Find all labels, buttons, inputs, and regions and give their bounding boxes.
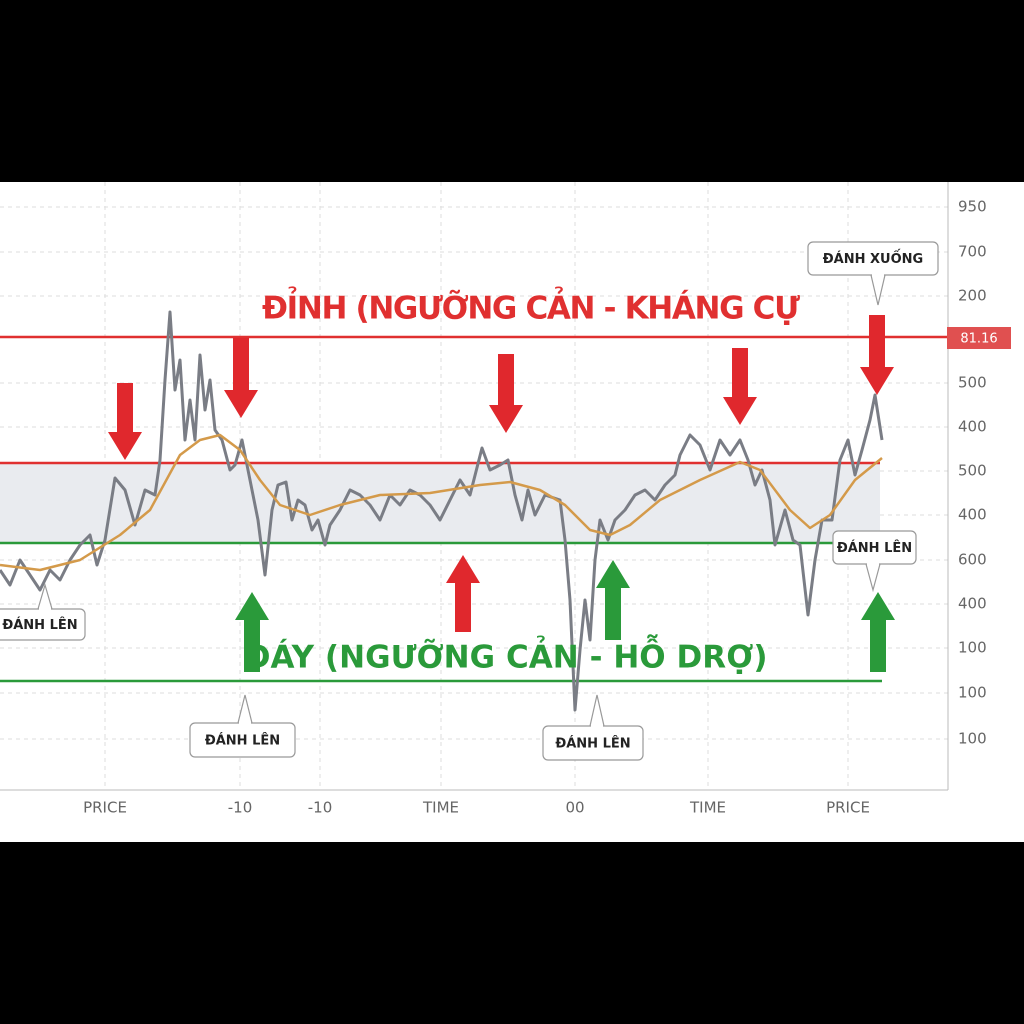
price-tag-label: 81.16 <box>960 332 997 347</box>
x-tick-label: -10 <box>308 799 333 817</box>
callout-gap <box>867 562 879 565</box>
callout-label: ĐÁNH XUỐNG <box>823 249 923 267</box>
y-tick-label: 400 <box>958 418 987 436</box>
range-band <box>0 463 880 543</box>
moving-average <box>0 433 883 572</box>
callout-label: ĐÁNH LÊN <box>837 540 912 556</box>
y-tick-label: 400 <box>958 506 987 524</box>
x-tick-label: -10 <box>228 799 253 817</box>
signal-arrow <box>596 560 630 640</box>
price-tag <box>947 327 1011 349</box>
callout-gap <box>39 608 51 611</box>
signal-arrow <box>446 555 480 632</box>
signal-arrow <box>108 383 142 460</box>
callout-gap <box>239 722 251 725</box>
callout-pointer <box>865 563 881 593</box>
y-tick-label: 600 <box>958 551 987 569</box>
y-tick-label: 700 <box>958 243 987 261</box>
callout-pointer <box>589 694 605 727</box>
y-tick-label: 100 <box>958 730 987 748</box>
callout-label: ĐÁNH LÊN <box>205 733 280 749</box>
callouts: ĐÁNH XUỐNG ĐÁNH LÊN ĐÁNH LÊN ĐÁNH LÊN ĐÁNH L… <box>0 241 939 761</box>
x-tick-label: 00 <box>565 799 584 817</box>
y-tick-label: 400 <box>958 595 987 613</box>
y-tick-label: 950 <box>958 198 987 216</box>
callout-pointer <box>37 582 53 610</box>
signal-arrow <box>235 592 269 672</box>
y-tick-label: 500 <box>958 374 987 392</box>
y-tick-label: 100 <box>958 639 987 657</box>
callout-label: ĐÁNH LÊN <box>2 617 77 633</box>
callout-gap <box>591 725 603 728</box>
axis-labels: 950 700 200 500 400 500 400 600 400 100 100 100 PRIC… <box>83 198 987 817</box>
callout-label: ĐÁNH LÊN <box>555 736 630 752</box>
price-line <box>0 310 884 712</box>
x-tick-label: TIME <box>422 799 459 817</box>
x-tick-label: PRICE <box>826 799 870 817</box>
arrows <box>108 315 895 672</box>
signal-arrow <box>723 348 757 425</box>
signal-arrow <box>224 338 258 418</box>
callout-pointer <box>237 694 253 724</box>
resistance-title: ĐỈNH (NGƯỠNG CẢN - KHÁNG CỰ <box>262 288 800 327</box>
signal-arrow <box>860 315 894 395</box>
y-tick-label: 500 <box>958 462 987 480</box>
callout-gap <box>872 273 884 276</box>
signal-arrow <box>489 354 523 433</box>
x-tick-label: PRICE <box>83 799 127 817</box>
callout-pointer <box>870 274 886 306</box>
y-tick-label: 200 <box>958 287 987 305</box>
x-tick-label: TIME <box>689 799 726 817</box>
y-tick-label: 100 <box>958 684 987 702</box>
support-title: ĐÁY (NGƯỠNG CẢN - HỖ DRỢ) <box>245 635 768 676</box>
signal-arrow <box>861 592 895 672</box>
